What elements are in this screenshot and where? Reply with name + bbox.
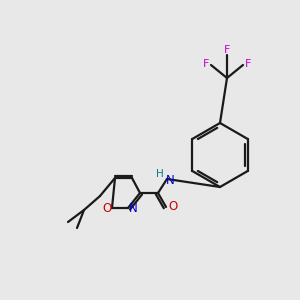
Text: O: O	[102, 202, 112, 214]
Text: N: N	[166, 173, 174, 187]
Text: N: N	[129, 202, 137, 215]
Text: F: F	[245, 59, 251, 69]
Text: F: F	[203, 59, 209, 69]
Text: F: F	[224, 45, 230, 55]
Text: O: O	[168, 200, 178, 214]
Text: H: H	[156, 169, 164, 179]
